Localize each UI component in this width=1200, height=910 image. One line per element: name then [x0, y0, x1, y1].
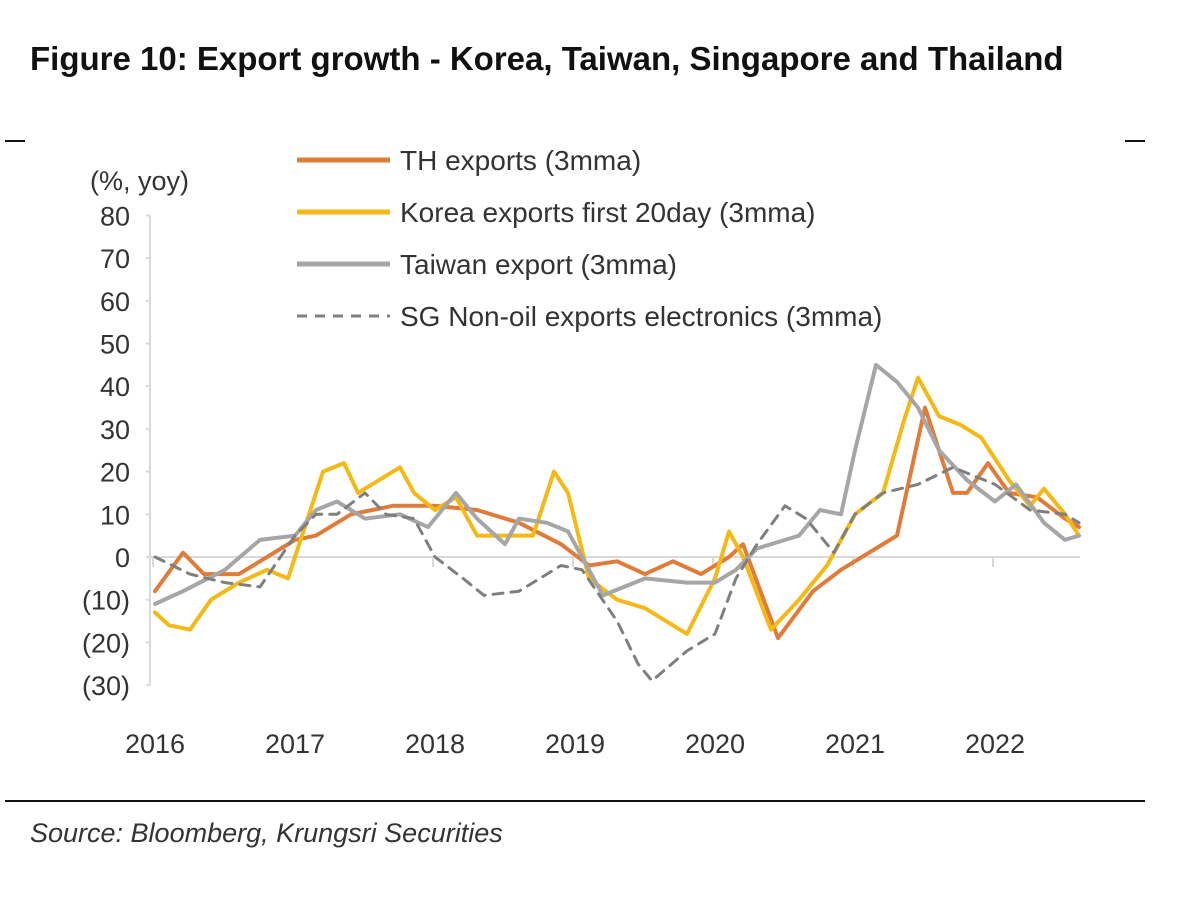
y-tick-label: (20): [82, 628, 130, 658]
series-line-3: [153, 362, 1081, 606]
y-tick-label: 20: [100, 458, 130, 488]
y-tick-label: 40: [100, 372, 130, 402]
legend-label: Korea exports first 20day (3mma): [400, 197, 816, 228]
y-tick-label: 0: [115, 543, 130, 573]
x-tick-label: 2022: [965, 729, 1025, 759]
x-tick-label: 2019: [545, 729, 605, 759]
y-tick-label: 30: [100, 415, 130, 445]
y-tick-label: 80: [100, 201, 130, 231]
y-tick-label: 70: [100, 244, 130, 274]
y-tick-label: 10: [100, 500, 130, 530]
corner-mark-right: [1125, 140, 1145, 142]
y-tick-label: 60: [100, 287, 130, 317]
source-note: Source: Bloomberg, Krungsri Securities: [30, 818, 503, 848]
x-tick-label: 2016: [125, 729, 185, 759]
series-line-4: [153, 465, 1081, 683]
x-tick-label: 2017: [265, 729, 325, 759]
x-tick-label: 2018: [405, 729, 465, 759]
y-tick-label: 50: [100, 330, 130, 360]
legend-label: TH exports (3mma): [400, 145, 641, 176]
legend-label: Taiwan export (3mma): [400, 249, 677, 280]
series-line-1: [153, 405, 1081, 641]
corner-mark-left: [5, 140, 25, 142]
x-tick-label: 2020: [685, 729, 745, 759]
y-tick-label: (30): [82, 671, 130, 701]
x-tick-label: 2021: [825, 729, 885, 759]
series-line-2: [153, 375, 1081, 636]
y-axis-title: (%, yoy): [90, 166, 189, 196]
bottom-rule: [5, 800, 1145, 802]
chart-title: Figure 10: Export growth - Korea, Taiwan…: [30, 40, 1064, 77]
y-tick-label: (10): [82, 586, 130, 616]
legend-label: SG Non-oil exports electronics (3mma): [400, 301, 882, 332]
